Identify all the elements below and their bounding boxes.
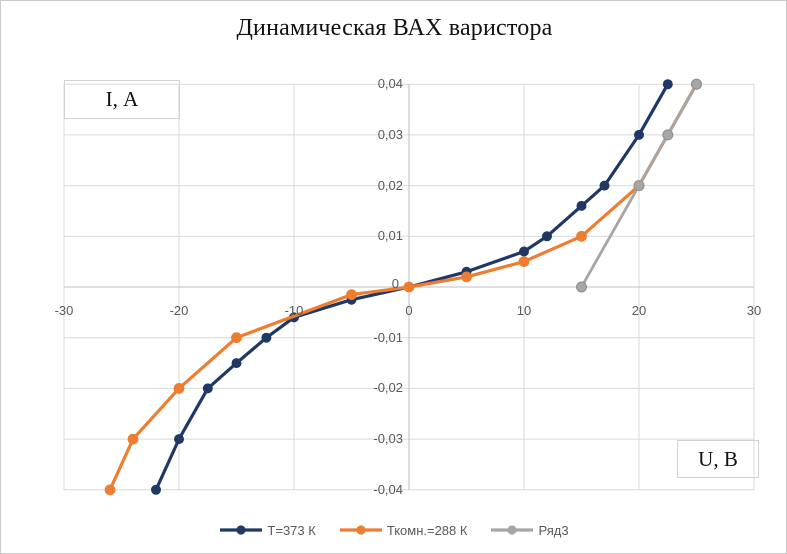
series-marker-3 [576, 281, 587, 293]
y-axis-title-box: I, А [64, 80, 180, 119]
series-marker-2 [346, 289, 357, 300]
y-tick-label: 0,04 [377, 76, 403, 92]
x-tick-label: 10 [516, 303, 532, 318]
y-tick-label: 0,01 [377, 228, 403, 244]
legend-item-3: Ряд3 [491, 522, 569, 538]
x-tick-label: 0 [405, 303, 413, 318]
series-marker-1 [542, 231, 552, 242]
series-marker-3 [662, 129, 674, 141]
legend-swatch [220, 525, 263, 535]
series-marker-1 [662, 79, 673, 90]
x-tick-label: 20 [631, 303, 647, 318]
legend-item-1: Т=373 К [220, 522, 316, 538]
x-tick-label: -10 [284, 303, 304, 318]
series-marker-2 [127, 433, 139, 445]
y-tick-label: 0 [391, 276, 399, 291]
legend-label: Т=373 К [267, 522, 316, 538]
series-marker-2 [403, 281, 415, 293]
series-marker-1 [151, 484, 161, 495]
legend-label: Ряд3 [538, 522, 569, 538]
x-tick-label: -20 [169, 303, 189, 318]
series-line-3 [580, 82, 698, 289]
series-marker-2 [104, 484, 116, 496]
series-marker-1 [231, 358, 242, 369]
series-marker-1 [261, 332, 272, 343]
series-marker-1 [576, 200, 587, 211]
series-marker-1 [634, 129, 644, 140]
series-marker-1 [174, 434, 184, 445]
series-marker-2 [173, 383, 185, 394]
legend-swatch [491, 525, 534, 535]
y-tick-label: 0,03 [377, 126, 403, 142]
legend: Т=373 К Ткомн.=288 К Ряд3 [1, 519, 786, 541]
x-axis-title: U, В [698, 446, 738, 471]
y-axis-title: I, А [105, 87, 139, 111]
y-tick-label: -0,01 [373, 329, 403, 345]
legend-label: Ткомн.=288 К [386, 522, 468, 538]
x-tick-label: -30 [54, 303, 74, 318]
y-tick-label: -0,04 [373, 481, 403, 497]
y-tick-label: -0,02 [373, 380, 403, 396]
series-marker-2 [518, 256, 530, 267]
chart-title: Динамическая ВАХ варистора [236, 15, 553, 41]
x-axis-title-box: U, В [677, 440, 759, 478]
y-tick-label: -0,03 [373, 431, 403, 447]
series-marker-1 [202, 383, 213, 394]
series-marker-1 [599, 180, 610, 191]
series-marker-3 [691, 78, 702, 90]
x-tick-label: 30 [746, 303, 762, 318]
series-marker-2 [231, 332, 242, 344]
series-marker-1 [519, 246, 529, 257]
series-marker-3 [633, 180, 645, 192]
series-marker-2 [576, 230, 587, 242]
series-marker-2 [461, 271, 472, 283]
y-tick-label: 0,02 [377, 177, 403, 193]
legend-item-2: Ткомн.=288 К [339, 522, 468, 538]
legend-swatch [339, 525, 382, 535]
